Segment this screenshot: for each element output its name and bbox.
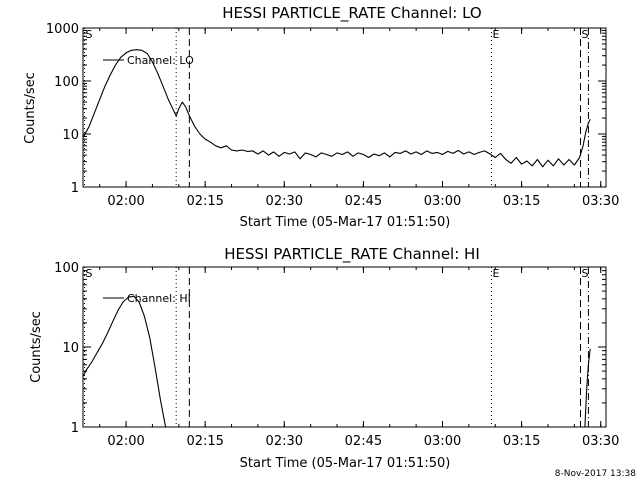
y-tick-label: 1 <box>71 421 79 436</box>
plot-frame <box>82 266 607 428</box>
marker-label: S <box>86 267 93 280</box>
x-tick-label: 02:15 <box>186 434 223 449</box>
series-line <box>82 295 167 428</box>
x-tick-label: 03:00 <box>424 434 461 449</box>
y-axis-label: Counts/sec <box>29 311 44 383</box>
y-tick-label: 100 <box>54 261 79 276</box>
x-axis-label: Start Time (05-Mar-17 01:51:50) <box>240 456 451 471</box>
marker-label: S <box>582 267 589 280</box>
y-tick-label: 10 <box>62 341 79 356</box>
series <box>82 295 591 428</box>
series-line <box>584 348 591 428</box>
series-line <box>82 49 591 168</box>
x-tick-label: 03:15 <box>503 194 540 209</box>
y-tick-label: 10 <box>62 128 79 143</box>
panel-hi: HESSI PARTICLE_RATE Channel: HI Counts/s… <box>29 245 619 471</box>
x-tick-label: 03:30 <box>582 434 619 449</box>
x-tick-label: 03:00 <box>424 194 461 209</box>
series <box>82 49 591 168</box>
x-tick-label: 02:45 <box>345 194 382 209</box>
x-axis-label: Start Time (05-Mar-17 01:51:50) <box>240 215 451 230</box>
legend-label: Channel: LO <box>127 54 194 67</box>
y-tick-label: 100 <box>54 75 79 90</box>
chart-title: HESSI PARTICLE_RATE Channel: HI <box>224 245 480 264</box>
timestamp: 8-Nov-2017 13:38 <box>555 469 637 479</box>
marker-label: S <box>582 28 589 41</box>
marker-label: E <box>492 267 499 280</box>
y-axis-label: Counts/sec <box>23 72 38 144</box>
x-tick-label: 03:30 <box>582 194 619 209</box>
marker-label: S <box>86 28 93 41</box>
x-tick-label: 02:00 <box>107 194 144 209</box>
x-tick-label: 02:30 <box>266 194 303 209</box>
x-tick-label: 02:45 <box>345 434 382 449</box>
plot-frame <box>82 27 607 188</box>
ticks: 02:00 02:15 02:30 02:45 03:00 03:15 03:30 1 10 10… <box>46 22 620 209</box>
y-tick-label: 1 <box>71 181 79 196</box>
y-tick-label: 1000 <box>46 22 79 37</box>
marker-label: E <box>492 28 499 41</box>
x-tick-label: 02:30 <box>266 434 303 449</box>
panel-lo: HESSI PARTICLE_RATE Channel: LO Counts/s… <box>23 4 619 230</box>
x-tick-label: 02:00 <box>107 434 144 449</box>
x-tick-label: 02:15 <box>186 194 223 209</box>
legend-label: Channel: HI <box>127 292 191 305</box>
x-tick-label: 03:15 <box>503 434 540 449</box>
chart-title: HESSI PARTICLE_RATE Channel: LO <box>222 4 481 23</box>
ticks: 02:00 02:15 02:30 02:45 03:00 03:15 03:30 1 10 10… <box>54 261 619 449</box>
